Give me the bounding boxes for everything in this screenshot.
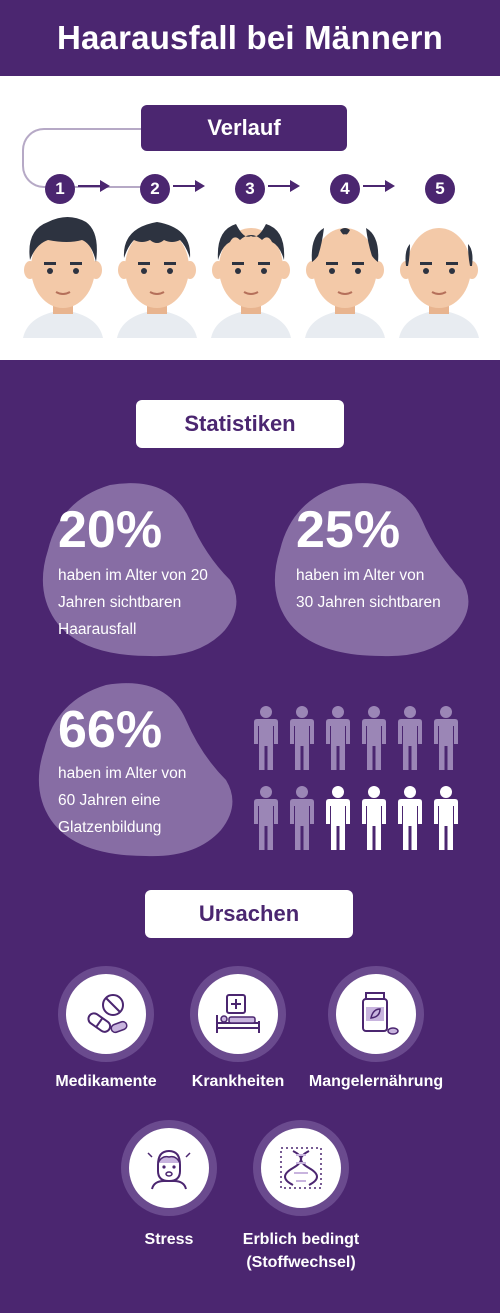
hospital-bed-icon [216,994,260,1033]
stat-value-66: 66% [58,701,163,759]
person-icon [254,706,278,770]
person-icon [398,706,422,770]
stat-value-25: 25% [296,501,401,559]
person-highlighted-icon [362,786,386,850]
step-2: 2 [140,174,170,204]
face-stage-2-icon [117,222,197,338]
arrow-icon [290,180,300,192]
connector-line [22,128,144,188]
person-highlighted-icon [326,786,350,850]
face-stage-3-icon [211,224,291,338]
stat-blob-66 [36,680,236,860]
step-1: 1 [45,174,75,204]
cause-erblich [253,1120,349,1216]
cause-stress [121,1120,217,1216]
verlauf-label: Verlauf [207,115,281,140]
people-pictogram [254,706,458,850]
step-5: 5 [425,174,455,204]
person-icon [290,706,314,770]
arrow-icon [195,180,205,192]
pills-icon [87,994,128,1034]
step-dash [363,185,385,187]
cause-label-mangelernaehrung: Mangelernährung [308,1073,444,1090]
stat-value-20: 20% [58,501,163,559]
arrow-icon [385,180,395,192]
stat-text-line: haben im Alter von [296,567,425,584]
stat-text-line: Haarausfall [58,621,137,638]
person-icon [434,706,458,770]
supplement-bottle-icon [362,992,399,1035]
person-highlighted-icon [434,786,458,850]
cause-label-stress: Stress [144,1231,194,1248]
step-number: 4 [340,179,350,198]
page-title: Haarausfall bei Männern [56,19,444,56]
stat-blob-20 [40,480,240,660]
step-number: 3 [245,179,255,198]
stat-text-line: haben im Alter von [58,765,187,782]
ursachen-heading: Ursachen [145,890,353,938]
cause-label-line: Erblich bedingt [242,1231,360,1248]
person-highlighted-icon [398,786,422,850]
ursachen-label: Ursachen [198,901,300,926]
cause-krankheiten [190,966,286,1062]
stat-text-line: 60 Jahren eine [58,792,161,809]
stat-text-25: haben im Alter von 30 Jahren sichtbaren [296,562,441,616]
blob-shape-icon [42,483,237,657]
header: Haarausfall bei Männern [0,0,500,76]
blob-shape-icon [38,683,233,857]
stat-text-line: 30 Jahren sichtbaren [296,594,441,611]
cause-label-erblich: Erblich bedingt (Stoffwechsel) [226,1228,376,1274]
cause-label-line: (Stoffwechsel) [246,1254,356,1271]
stat-text-20: haben im Alter von 20 Jahren sichtbaren … [58,562,208,643]
statistiken-label: Statistiken [184,411,296,436]
statistiken-heading: Statistiken [136,400,344,448]
step-3: 3 [235,174,265,204]
stressed-face-icon [147,1149,191,1190]
stat-blob-25 [272,480,472,660]
verlauf-heading: Verlauf [141,105,347,151]
face-stage-1-icon [23,217,103,338]
person-icon [254,786,278,850]
dna-icon [280,1147,322,1189]
face-stage-4-icon [305,228,385,338]
blob-shape-icon [274,483,469,657]
person-icon [326,706,350,770]
step-number: 2 [150,179,160,198]
face-stage-5-icon [399,228,479,338]
stat-text-66: haben im Alter von 60 Jahren eine Glatze… [58,760,186,841]
step-dash [78,185,100,187]
cause-medikamente [58,966,154,1062]
stat-text-line: Glatzenbildung [58,819,162,836]
person-icon [290,786,314,850]
step-number: 1 [55,179,65,198]
step-dash [268,185,290,187]
stat-text-line: Jahren sichtbaren [58,594,182,611]
cause-label-medikamente: Medikamente [55,1073,157,1090]
step-4: 4 [330,174,360,204]
arrow-icon [100,180,110,192]
person-icon [362,706,386,770]
step-dash [173,185,195,187]
cause-label-krankheiten: Krankheiten [191,1073,285,1090]
step-number: 5 [435,179,445,198]
cause-mangelernaehrung [328,966,424,1062]
stat-text-line: haben im Alter von 20 [58,567,208,584]
